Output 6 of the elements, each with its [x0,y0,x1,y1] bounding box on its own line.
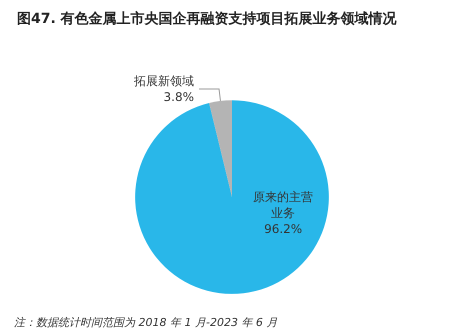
chart-title: 图47. 有色金属上市央国企再融资支持项目拓展业务领域情况 [17,10,398,27]
data-label: 96.2% [264,222,302,236]
slice-label: 拓展新领域 [133,74,194,88]
slice-label: 原来的主营业务 [253,190,314,220]
data-label: 3.8% [164,90,194,104]
text: 注：数据统计时间范围为 2018 年 1 月-2023 年 6 月 [14,316,278,329]
